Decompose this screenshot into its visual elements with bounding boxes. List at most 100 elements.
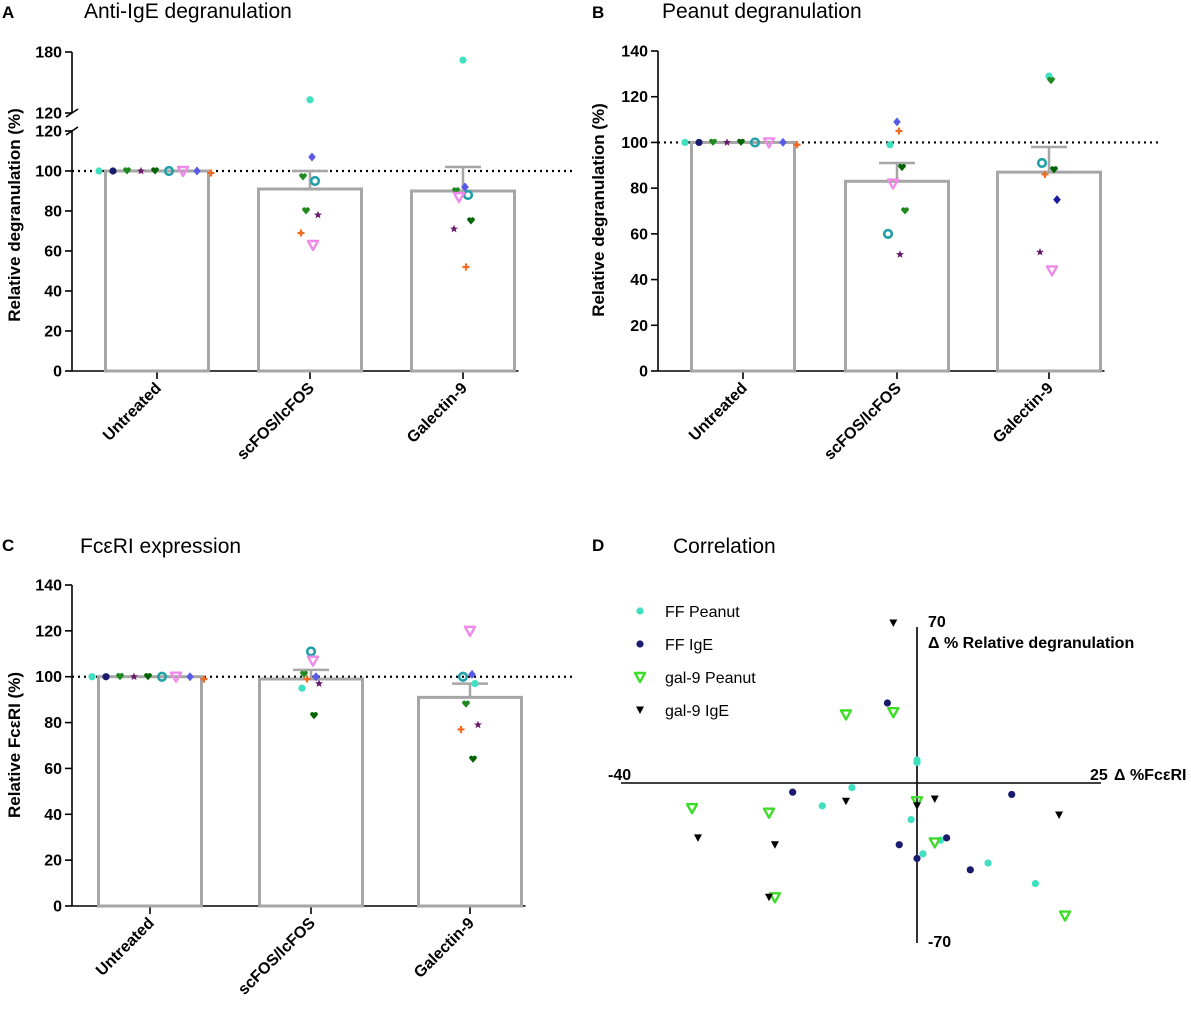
- panel-c-point: [474, 720, 482, 729]
- panel-d-points: [685, 619, 1072, 922]
- panel-a-point: [176, 165, 190, 178]
- panel-d-point-1: [913, 854, 921, 863]
- panel-c-point: [469, 755, 477, 763]
- panel-c-y-tick-label: 100: [35, 669, 62, 686]
- panel-b-point: [695, 138, 703, 147]
- panel-b-point: [1036, 247, 1044, 256]
- panel-b: B Peanut degranulation Relative degranul…: [589, 0, 1160, 464]
- legend-marker: [636, 640, 644, 648]
- panel-c-point: [457, 671, 469, 682]
- panel-a-y-tick-label: 40: [44, 284, 62, 301]
- panel-a-title: Anti-IgE degranulation: [84, 0, 292, 23]
- panel-c-title: FcεRI expression: [80, 535, 241, 558]
- legend-label-gal9-peanut: gal-9 Peanut: [665, 670, 756, 687]
- panel-letter-b: B: [592, 3, 604, 22]
- panel-d-x-max-label: 25: [1090, 767, 1108, 784]
- panel-d-point-2: [928, 837, 941, 849]
- panel-c-bar: [97, 675, 203, 908]
- panel-a-x-tick-label: Untreated: [100, 380, 165, 445]
- panel-a-point: [467, 217, 475, 225]
- panel-d-point-1: [789, 788, 797, 796]
- panel-letter-c: C: [2, 536, 14, 555]
- panel-a-point: [452, 187, 460, 195]
- panel-b-point: [886, 141, 894, 149]
- panel-a-x-tick-label: scFOS/lcFOS: [234, 380, 318, 464]
- panel-a-point: [306, 96, 314, 104]
- panel-b-points: [681, 72, 1061, 277]
- panel-d-point-2: [768, 892, 782, 904]
- panel-a-y-tick-label: 120: [35, 106, 62, 123]
- panel-a-y-tick-label: 20: [44, 324, 62, 341]
- panel-a-x-tick-label: Galectin-9: [404, 380, 471, 447]
- panel-c-bars: [97, 668, 523, 908]
- legend-label-ff-peanut: FF Peanut: [665, 604, 740, 621]
- panel-c-point: [116, 673, 124, 681]
- panel-d-point-2: [887, 706, 900, 719]
- panel-d-point-0: [913, 756, 921, 764]
- panel-a-y-axis-label: Relative degranulation (%): [5, 108, 24, 321]
- panel-c-y-tick-label: 140: [35, 578, 62, 595]
- panel-d-y-max-label: 70: [928, 614, 946, 631]
- panel-b-point: [723, 138, 731, 146]
- panel-c-point: [200, 675, 208, 683]
- panel-a-point: [137, 166, 145, 175]
- panel-b-y-tick-label: 40: [630, 272, 648, 289]
- panel-a-point: [302, 207, 310, 215]
- panel-a-point: [123, 167, 131, 175]
- panel-b-point: [898, 163, 906, 172]
- panel-b-bar: [844, 179, 950, 373]
- panel-a-point: [462, 263, 470, 271]
- panel-d-legend: FF Peanut FF IgE gal-9 Peanut gal-9 IgE: [633, 604, 756, 720]
- panel-d-point-3: [913, 802, 921, 810]
- panel-d-point-1: [943, 834, 951, 842]
- panel-c-point: [303, 675, 311, 683]
- panel-c-point: [315, 679, 323, 687]
- panel-c-point: [306, 655, 320, 667]
- panel-a: A Anti-IgE degranulation Relative degran…: [2, 0, 576, 464]
- panel-d-point-3: [930, 795, 939, 803]
- legend-marker: [636, 607, 644, 615]
- panel-d-point-1: [1008, 790, 1016, 799]
- panel-d-y-min-label: -70: [928, 934, 951, 951]
- panel-a-point: [95, 167, 103, 175]
- panel-c-y-axis-label: Relative FcεRI (%): [5, 672, 24, 818]
- panel-b-point: [1045, 265, 1059, 277]
- panel-c-point: [102, 673, 110, 681]
- panel-a-point: [450, 224, 458, 233]
- panel-c-x-tick-label: Galectin-9: [411, 915, 478, 982]
- panel-c-y-tick-label: 60: [44, 761, 62, 778]
- panel-d-point-3: [1055, 811, 1064, 819]
- panel-b-y-tick-label: 120: [621, 89, 648, 106]
- panel-c-point: [186, 672, 194, 682]
- panel-d-point-2: [839, 709, 853, 721]
- panel-b-point: [882, 228, 894, 239]
- panel-d-point-0: [984, 859, 992, 867]
- panel-b-point: [1053, 195, 1061, 205]
- panel-c-point: [144, 673, 152, 681]
- panel-b-point: [749, 137, 761, 148]
- panel-d-point-1: [966, 866, 974, 874]
- panel-c-point: [156, 671, 168, 682]
- panel-d-point-0: [848, 783, 856, 792]
- legend-label-ff-ige: FF IgE: [665, 637, 713, 654]
- panel-d-title: Correlation: [673, 535, 776, 558]
- panel-c-bar: [417, 695, 523, 908]
- panel-b-bars: [690, 140, 1102, 373]
- panel-a-bar: [410, 189, 516, 373]
- panel-c-point: [462, 700, 470, 708]
- panel-d-point-0: [1031, 879, 1039, 888]
- panel-d-point-2: [910, 796, 924, 808]
- panel-d-x-min-label: -40: [608, 767, 631, 784]
- panel-d-y-axis-label: Δ % Relative degranulation: [928, 635, 1134, 652]
- panel-d-point-3: [765, 893, 773, 902]
- panel-b-point: [1047, 77, 1055, 85]
- legend-marker: [633, 671, 647, 684]
- panel-b-point: [895, 127, 903, 135]
- panel-a-y-tick-label: 180: [35, 45, 62, 62]
- panel-a-y-tick-label: 120: [35, 124, 62, 141]
- panel-a-point: [461, 182, 469, 192]
- panel-a-point: [207, 169, 215, 177]
- panel-b-point: [896, 250, 904, 258]
- panel-c-point: [88, 673, 96, 681]
